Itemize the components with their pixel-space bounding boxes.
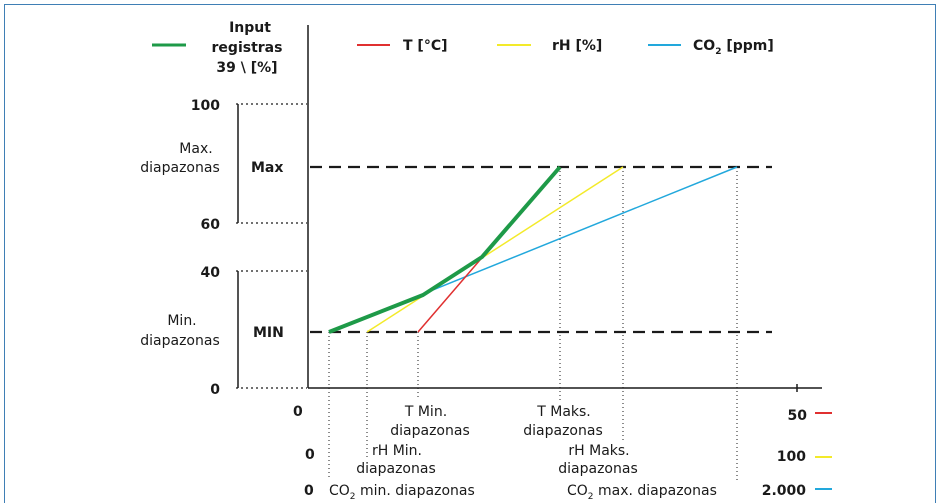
legend-co2-label: CO2 [ppm]: [693, 38, 774, 57]
x-rh-max-1: rH Maks.: [568, 443, 629, 459]
x-rh-start: 0: [305, 447, 315, 463]
min-range-label-2: diapazonas: [140, 333, 219, 349]
x-t-min-2: diapazonas: [390, 423, 469, 439]
legend-input-label-2: registras: [212, 40, 283, 56]
legend-rh-label: rH [%]: [552, 38, 602, 54]
x-t-min-1: T Min.: [404, 404, 447, 420]
x-rh-min-2: diapazonas: [356, 461, 435, 477]
x-t-max-1: T Maks.: [536, 404, 591, 420]
x-co2-min: CO2 min. diapazonas: [329, 483, 475, 502]
max-label: Max: [251, 160, 283, 176]
max-range-label-1: Max.: [179, 141, 212, 157]
x-t-end: 50: [788, 408, 808, 424]
x-co2-end: 2.000: [762, 483, 807, 499]
input-curve: [328, 165, 562, 334]
x-co2-max: CO2 max. diapazonas: [567, 483, 717, 502]
y-tick-100-label: 100: [191, 98, 220, 114]
x-rh-min-1: rH Min.: [372, 443, 422, 459]
legend-t-label: T [°C]: [403, 38, 448, 54]
min-label: MIN: [253, 325, 284, 341]
x-t-start: 0: [293, 404, 303, 420]
x-rh-end: 100: [777, 449, 806, 465]
diagram-frame: [4, 4, 936, 503]
legend-input-label-3: 39 \ [%]: [216, 60, 277, 76]
x-rh-max-2: diapazonas: [558, 461, 637, 477]
y-tick-60-label: 60: [201, 217, 221, 233]
y-tick-40-label: 40: [201, 265, 221, 281]
x-co2-start: 0: [304, 483, 314, 499]
min-range-label-1: Min.: [167, 313, 196, 329]
x-t-max-2: diapazonas: [523, 423, 602, 439]
max-range-label-2: diapazonas: [140, 160, 219, 176]
legend-input-label-1: Input: [229, 20, 271, 36]
rh-curve: [366, 166, 624, 333]
y-tick-0-label: 0: [210, 382, 220, 398]
